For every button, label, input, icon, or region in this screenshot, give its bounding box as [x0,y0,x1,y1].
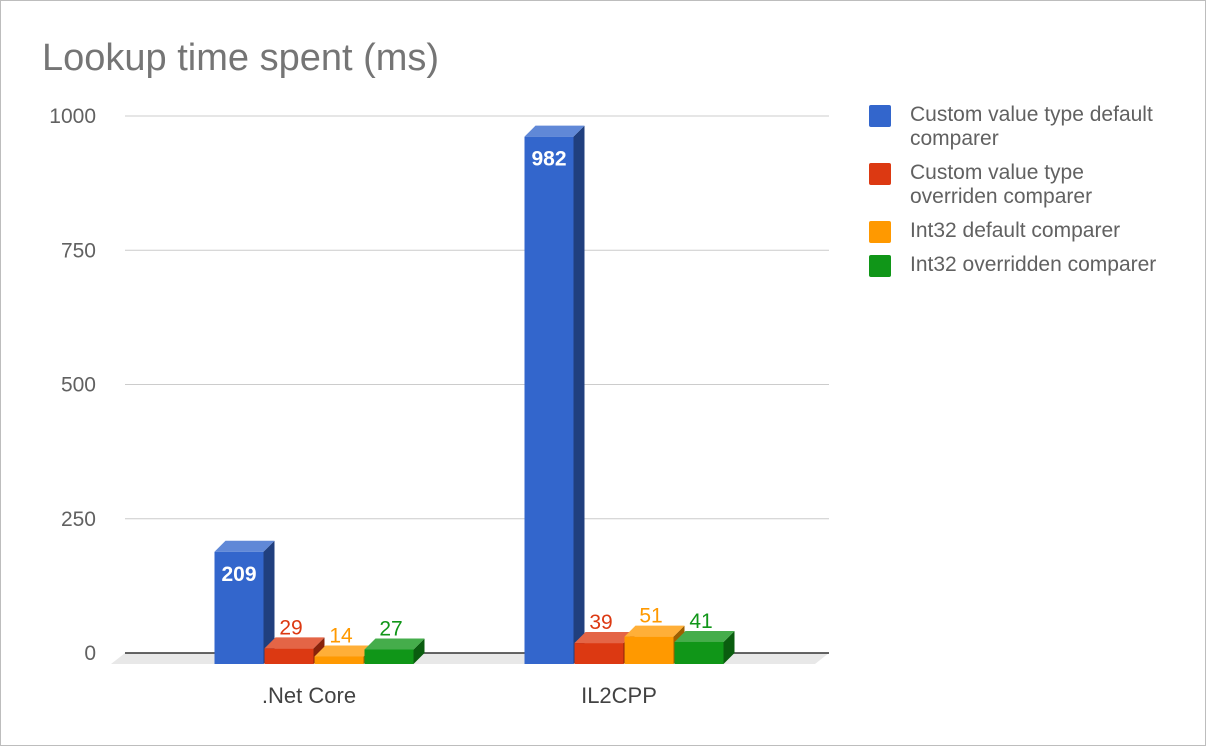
data-label: 29 [279,616,302,639]
x-tick-label: .Net Core [262,683,356,708]
bar [364,638,425,664]
bar-front [674,641,724,664]
chart-title: Lookup time spent (ms) [42,37,440,79]
data-label: 209 [221,563,256,586]
legend-label: Int32 overridden comparer [910,253,1157,276]
bar-top [674,630,735,642]
data-label: 41 [689,610,712,633]
bar-front [574,643,624,664]
bar-front [524,136,574,664]
bar-side [573,125,585,664]
bar-side [413,638,425,664]
legend-item: Custom value type overriden comparer [869,161,1189,209]
bar-front [314,656,364,664]
legend: Custom value type default comparer Custom… [869,103,1189,287]
y-tick-label: 750 [61,239,96,262]
legend-item: Custom value type default comparer [869,103,1189,151]
bar-top [574,632,635,644]
y-tick-label: 250 [61,508,96,531]
bar-side [263,540,275,664]
legend-item: Int32 overridden comparer [869,253,1189,277]
data-label: 27 [379,618,402,641]
bar [524,125,585,664]
data-label: 39 [589,611,612,634]
legend-swatch [869,105,891,127]
data-label: 982 [531,148,566,171]
bar [674,630,735,664]
legend-swatch [869,163,891,185]
x-tick-label: IL2CPP [581,683,657,708]
bar-front [264,648,314,664]
legend-swatch [869,221,891,243]
bar-top [524,125,585,137]
bar [214,540,275,664]
legend-swatch [869,255,891,277]
bar-side [723,630,735,664]
bar [574,632,635,664]
bar-top [264,637,325,649]
y-tick-label: 500 [61,374,96,397]
y-tick-label: 0 [84,642,96,665]
legend-item: Int32 default comparer [869,219,1189,243]
data-label: 14 [329,624,353,647]
y-tick-label: 1000 [49,105,96,128]
bar-front [624,636,674,664]
data-label: 51 [639,605,662,628]
legend-label: Custom value type default comparer [910,103,1153,150]
bar-top [214,540,275,552]
legend-label: Custom value type overriden comparer [910,161,1093,208]
bar-top [364,638,425,650]
legend-label: Int32 default comparer [910,219,1121,242]
bar-top [624,625,685,637]
bar-top [314,645,375,657]
bar-front [214,551,264,664]
bar-front [364,649,414,664]
bar [264,637,325,664]
